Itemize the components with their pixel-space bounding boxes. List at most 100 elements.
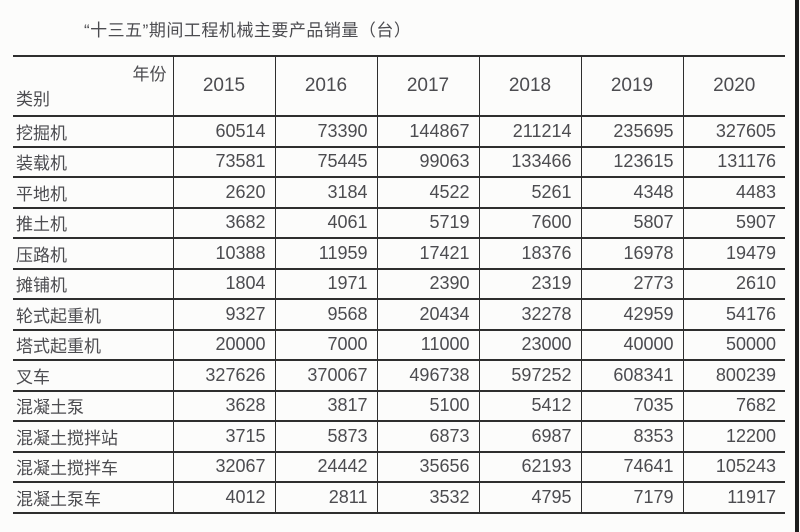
value-cell: 7682: [682, 389, 785, 422]
value-cell: 5412: [478, 389, 581, 422]
value-cell: 235695: [580, 115, 683, 148]
table-row: 压路机 10388 11959 17421 18376 16978 19479: [13, 237, 785, 270]
value-cell: 4483: [682, 176, 785, 209]
value-cell: 7179: [580, 481, 683, 514]
value-cell: 105243: [682, 450, 785, 483]
value-cell: 2620: [172, 176, 275, 209]
value-cell: 3817: [274, 389, 377, 422]
value-cell: 23000: [478, 328, 581, 361]
table-row: 挖掘机 60514 73390 144867 211214 235695 327605: [13, 115, 785, 148]
value-cell: 5100: [376, 389, 479, 422]
value-cell: 4522: [376, 176, 479, 209]
value-cell: 40000: [580, 328, 683, 361]
value-cell: 4348: [580, 176, 683, 209]
category-cell: 挖掘机: [13, 115, 173, 148]
value-cell: 4061: [274, 206, 377, 239]
value-cell: 54176: [682, 298, 785, 331]
value-cell: 496738: [376, 359, 479, 392]
value-cell: 2390: [376, 267, 479, 300]
value-cell: 99063: [376, 145, 479, 178]
corner-label-year: 年份: [132, 65, 167, 84]
table-row: 塔式起重机 20000 7000 11000 23000 40000 50000: [13, 328, 785, 361]
value-cell: 5873: [274, 420, 377, 453]
value-cell: 327605: [682, 115, 785, 148]
category-cell: 混凝土搅拌站: [13, 420, 173, 453]
table-body: 挖掘机 60514 73390 144867 211214 235695 327605 装载机…: [13, 115, 785, 514]
value-cell: 75445: [274, 145, 377, 178]
table-row: 平地机 2620 3184 4522 5261 4348 4483: [13, 176, 785, 209]
table-row: 摊铺机 1804 1971 2390 2319 2773 2610: [13, 267, 785, 300]
header-row: 年份 类别 2015 2016 2017 2018 2019 2020: [13, 55, 785, 117]
value-cell: 7035: [580, 389, 683, 422]
table-title: “十三五”期间工程机械主要产品销量（台）: [84, 21, 412, 40]
value-cell: 16978: [580, 237, 683, 270]
value-cell: 19479: [682, 237, 785, 270]
value-cell: 73390: [274, 115, 377, 148]
category-cell: 塔式起重机: [13, 328, 173, 361]
table-row: 推土机 3682 4061 5719 7600 5807 5907: [13, 206, 785, 239]
value-cell: 7600: [478, 206, 581, 239]
category-cell: 压路机: [13, 237, 173, 270]
value-cell: 1971: [274, 267, 377, 300]
value-cell: 2610: [682, 267, 785, 300]
year-header: 2019: [580, 55, 683, 117]
value-cell: 6987: [478, 420, 581, 453]
corner-label-category: 类别: [16, 90, 50, 109]
value-cell: 42959: [580, 298, 683, 331]
value-cell: 10388: [172, 237, 275, 270]
value-cell: 11959: [274, 237, 377, 270]
table-row: 混凝土泵车 4012 2811 3532 4795 7179 11917: [13, 481, 785, 514]
value-cell: 2811: [274, 481, 377, 514]
value-cell: 74641: [580, 450, 683, 483]
value-cell: 62193: [478, 450, 581, 483]
value-cell: 3682: [172, 206, 275, 239]
value-cell: 20434: [376, 298, 479, 331]
value-cell: 144867: [376, 115, 479, 148]
value-cell: 5719: [376, 206, 479, 239]
image-right-edge-strip: [795, 0, 799, 532]
category-cell: 装载机: [13, 145, 173, 178]
corner-header-cell: 年份 类别: [13, 55, 173, 117]
value-cell: 5907: [682, 206, 785, 239]
value-cell: 133466: [478, 145, 581, 178]
year-header: 2016: [274, 55, 377, 117]
category-cell: 混凝土泵: [13, 389, 173, 422]
category-cell: 推土机: [13, 206, 173, 239]
value-cell: 35656: [376, 450, 479, 483]
value-cell: 3532: [376, 481, 479, 514]
value-cell: 11000: [376, 328, 479, 361]
category-cell: 轮式起重机: [13, 298, 173, 331]
year-header: 2017: [376, 55, 479, 117]
value-cell: 24442: [274, 450, 377, 483]
table-row: 叉车 327626 370067 496738 597252 608341 800239: [13, 359, 785, 392]
value-cell: 60514: [172, 115, 275, 148]
table-row: 混凝土泵 3628 3817 5100 5412 7035 7682: [13, 389, 785, 422]
value-cell: 2319: [478, 267, 581, 300]
value-cell: 1804: [172, 267, 275, 300]
category-cell: 平地机: [13, 176, 173, 209]
value-cell: 9327: [172, 298, 275, 331]
sales-table: 年份 类别 2015 2016 2017 2018 2019 2020 挖掘机 60514 7…: [13, 55, 785, 514]
value-cell: 32067: [172, 450, 275, 483]
value-cell: 50000: [682, 328, 785, 361]
value-cell: 2773: [580, 267, 683, 300]
value-cell: 7000: [274, 328, 377, 361]
category-cell: 摊铺机: [13, 267, 173, 300]
value-cell: 12200: [682, 420, 785, 453]
value-cell: 9568: [274, 298, 377, 331]
value-cell: 18376: [478, 237, 581, 270]
category-cell: 混凝土泵车: [13, 481, 173, 514]
table-row: 混凝土搅拌站 3715 5873 6873 6987 8353 12200: [13, 420, 785, 453]
value-cell: 17421: [376, 237, 479, 270]
value-cell: 4012: [172, 481, 275, 514]
value-cell: 3184: [274, 176, 377, 209]
value-cell: 211214: [478, 115, 581, 148]
value-cell: 6873: [376, 420, 479, 453]
table-row: 混凝土搅拌车 32067 24442 35656 62193 74641 105243: [13, 450, 785, 483]
value-cell: 11917: [682, 481, 785, 514]
value-cell: 73581: [172, 145, 275, 178]
value-cell: 32278: [478, 298, 581, 331]
category-cell: 混凝土搅拌车: [13, 450, 173, 483]
category-cell: 叉车: [13, 359, 173, 392]
value-cell: 327626: [172, 359, 275, 392]
